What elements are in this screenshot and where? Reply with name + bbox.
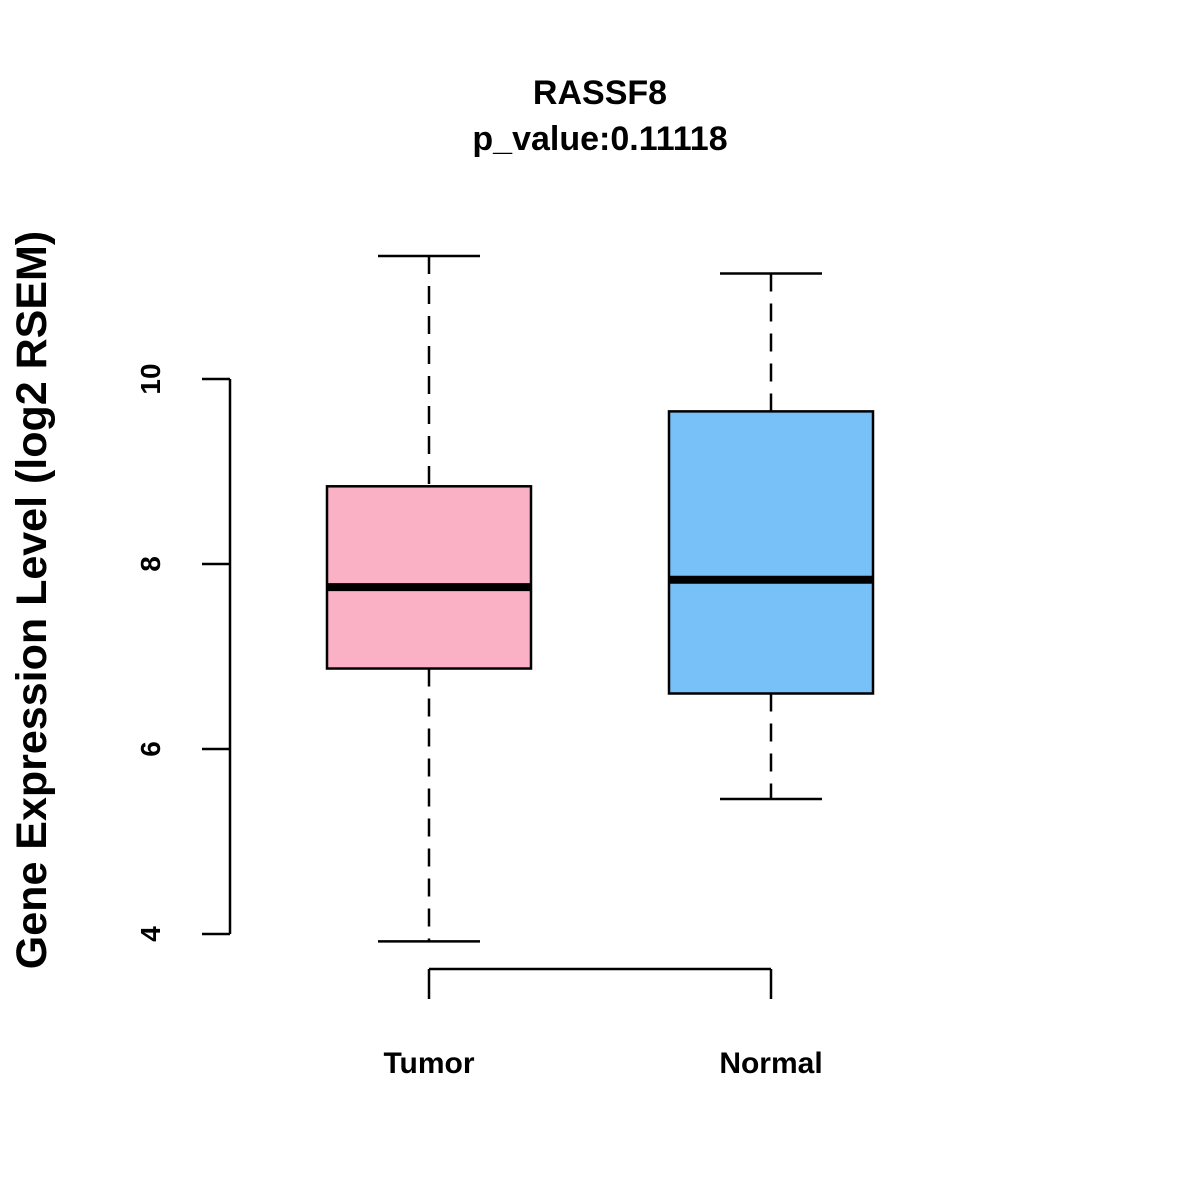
y-tick-label: 4 xyxy=(135,926,166,942)
box-tumor xyxy=(325,254,533,943)
iqr-box xyxy=(325,485,533,670)
iqr-box xyxy=(667,410,875,695)
boxes-group xyxy=(325,254,875,943)
y-axis-label: Gene Expression Level (log2 RSEM) xyxy=(8,231,56,969)
chart-subtitle: p_value:0.11118 xyxy=(472,120,727,158)
x-tick-label: Tumor xyxy=(383,1047,474,1080)
y-tick-label: 6 xyxy=(135,741,166,757)
x-tick-label: Normal xyxy=(719,1047,822,1080)
y-axis: 4 6 8 10 xyxy=(135,363,232,942)
box-normal xyxy=(667,272,875,801)
x-axis: Tumor Normal xyxy=(383,967,823,1080)
y-tick-label: 8 xyxy=(135,556,166,572)
chart-title: RASSF8 xyxy=(533,74,667,112)
y-tick-label: 10 xyxy=(135,363,166,394)
